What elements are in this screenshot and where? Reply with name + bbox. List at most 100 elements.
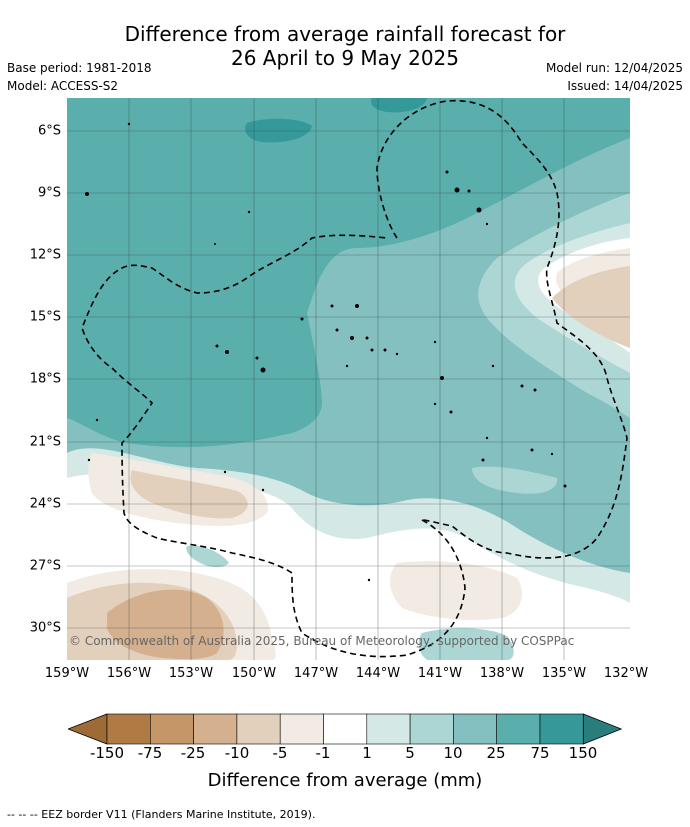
- island: [476, 207, 482, 213]
- legend-tick: -150: [89, 744, 125, 762]
- lon-label: 135°W: [541, 666, 587, 681]
- legend-tick: 10: [443, 744, 463, 762]
- island: [223, 470, 227, 474]
- legend-swatch: [539, 713, 584, 745]
- meta-right: Model run: 12/04/2025 Issued: 14/04/2025: [546, 59, 683, 95]
- island: [247, 210, 251, 214]
- island: [261, 488, 265, 492]
- lat-label: 6°S: [37, 123, 61, 139]
- island: [485, 436, 489, 440]
- island: [225, 350, 229, 354]
- island: [449, 410, 453, 414]
- eez-footnote: -- -- -- EEZ border V11 (Flanders Marine…: [7, 808, 316, 821]
- map-title: Difference from average rainfall forecas…: [0, 22, 690, 70]
- island: [481, 458, 485, 462]
- region-75-150: [371, 98, 427, 113]
- island: [214, 243, 216, 245]
- islands: [85, 122, 567, 582]
- region-5-10-south: [418, 628, 514, 660]
- island: [95, 418, 99, 422]
- model-run-text: Model run: 12/04/2025: [545, 61, 683, 75]
- island: [260, 367, 266, 373]
- lon-label: 132°W: [603, 666, 649, 681]
- legend-swatch: [453, 713, 497, 745]
- island: [350, 336, 354, 340]
- region-neg10-25-sw: [107, 589, 224, 660]
- lon-label: 156°W: [106, 666, 152, 681]
- legend-swatch: [106, 713, 151, 745]
- region-75-150-b: [245, 118, 312, 143]
- region-neg1-5-se: [390, 561, 522, 620]
- lat-label: 21°S: [29, 434, 61, 450]
- island: [485, 222, 489, 226]
- legend-tick: -25: [180, 744, 206, 762]
- legend-tick: -75: [137, 744, 163, 762]
- island: [383, 348, 387, 352]
- legend-swatch: [496, 713, 541, 745]
- island: [255, 356, 259, 360]
- island: [345, 364, 349, 368]
- lon-label: 141°W: [417, 666, 463, 681]
- island: [445, 170, 449, 174]
- island: [395, 352, 399, 356]
- legend-tick: 25: [486, 744, 506, 762]
- island: [530, 448, 534, 452]
- legend-colorbar: [68, 713, 622, 745]
- lat-label: 15°S: [29, 309, 61, 325]
- legend-swatches: [68, 713, 622, 745]
- island: [335, 328, 339, 332]
- legend-swatch: [150, 713, 194, 745]
- island: [85, 192, 89, 196]
- legend-tick: -1: [315, 744, 331, 762]
- region-neg5-10-west: [130, 470, 248, 519]
- legend-tick: 5: [405, 744, 415, 762]
- island: [367, 578, 371, 582]
- island: [467, 189, 471, 193]
- island: [433, 340, 437, 344]
- region-5-10-mid: [472, 466, 558, 494]
- lon-label: 159°W: [44, 666, 90, 681]
- eez-borders: [81, 99, 628, 658]
- region-5-10-patch: [186, 545, 229, 568]
- island: [491, 364, 495, 368]
- title-line-2: 26 April to 9 May 2025: [231, 46, 459, 70]
- lat-label: 9°S: [37, 185, 61, 201]
- region-25-75: [67, 98, 630, 448]
- map-canvas: [67, 98, 630, 660]
- issued-text: Issued: 14/04/2025: [567, 79, 683, 93]
- legend-tick: -10: [224, 744, 250, 762]
- island: [454, 187, 460, 193]
- island: [370, 348, 374, 352]
- lat-label: 24°S: [29, 496, 61, 512]
- island: [550, 452, 554, 456]
- island: [520, 384, 524, 388]
- legend-swatch: [236, 713, 281, 745]
- legend-swatch: [323, 713, 368, 745]
- eez-border-east: [376, 99, 628, 559]
- legend-title: Difference from average (mm): [207, 770, 483, 791]
- island: [365, 336, 369, 340]
- lon-label: 138°W: [479, 666, 525, 681]
- lat-label: 30°S: [29, 620, 61, 636]
- legend-swatch: [279, 713, 324, 745]
- lat-label: 18°S: [29, 371, 61, 387]
- graticule: [67, 98, 630, 660]
- island: [87, 458, 91, 462]
- island: [563, 484, 567, 488]
- lon-label: 153°W: [168, 666, 214, 681]
- meta-left: Base period: 1981-2018 Model: ACCESS-S2: [7, 59, 152, 95]
- island: [330, 304, 334, 308]
- island: [440, 376, 444, 380]
- island: [127, 122, 131, 126]
- island: [533, 388, 537, 392]
- legend-swatch-min: [68, 713, 108, 745]
- lat-label: 27°S: [29, 558, 61, 574]
- lat-label: 12°S: [29, 247, 61, 263]
- legend-swatch: [409, 713, 454, 745]
- island: [300, 317, 304, 321]
- legend-tick: 1: [362, 744, 372, 762]
- eez-border-west: [81, 234, 466, 658]
- legend-tick: 150: [568, 744, 598, 762]
- legend-swatch-max: [582, 713, 622, 745]
- island: [355, 304, 359, 308]
